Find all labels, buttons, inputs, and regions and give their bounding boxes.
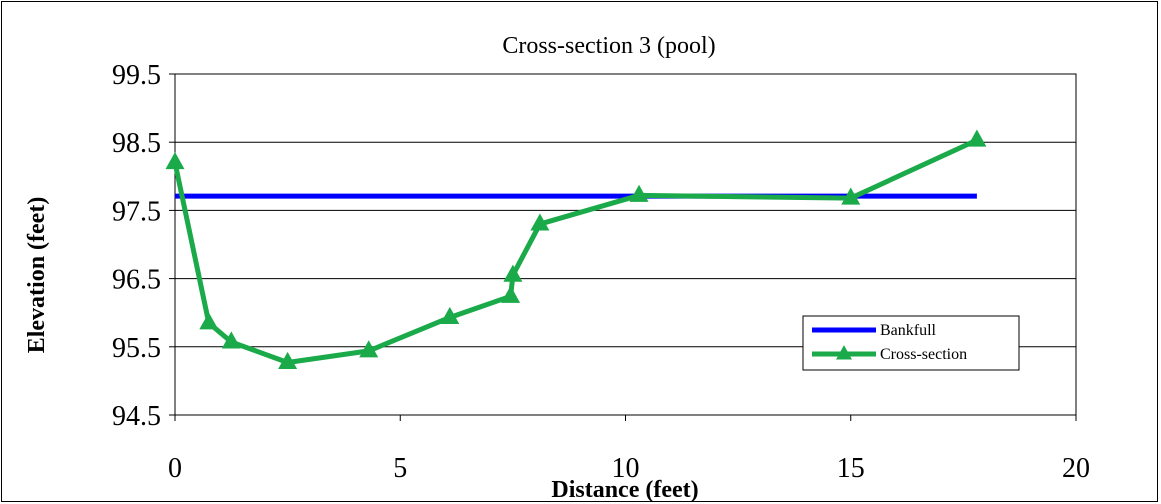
data-point (221, 331, 241, 349)
legend-marker (836, 345, 852, 360)
x-tick-label: 5 (393, 453, 407, 484)
x-tick-label: 20 (1062, 453, 1090, 484)
data-point (359, 340, 379, 358)
x-tick-label: 0 (168, 453, 182, 484)
y-tick-label: 98.5 (112, 128, 161, 159)
legend-box (802, 315, 1020, 371)
legend-label: Bankfull (880, 322, 937, 339)
x-tick-label: 15 (837, 453, 865, 484)
y-axis-title: Elevation (feet) (24, 197, 50, 354)
y-axis-ticks: 99.5 98.5 97.5 96.5 95.5 94.5 (112, 60, 175, 432)
data-point (530, 213, 550, 231)
series-layer (165, 129, 987, 369)
series-cross-section (165, 129, 987, 369)
data-point (165, 152, 185, 170)
legend-label: Cross-section (880, 346, 967, 363)
data-point (629, 184, 649, 202)
data-point (199, 312, 219, 330)
legend-items: Bankfull Cross-section (812, 322, 967, 363)
chart-title: Cross-section 3 (pool) (502, 33, 715, 59)
data-point (440, 306, 460, 324)
y-tick-label: 99.5 (112, 60, 161, 91)
x-tick-label: 10 (612, 453, 640, 484)
data-point (503, 264, 523, 282)
y-tick-label: 95.5 (112, 333, 161, 364)
legend: Bankfull Cross-section (802, 315, 1020, 371)
data-point (841, 187, 861, 205)
y-tick-label: 96.5 (112, 265, 161, 296)
data-point (967, 129, 987, 147)
x-axis-title: Distance (feet) (551, 477, 698, 503)
y-tick-label: 97.5 (112, 196, 161, 227)
data-point (501, 285, 521, 303)
x-axis-ticks: 0 5 10 15 20 (168, 415, 1090, 484)
y-tick-label: 94.5 (112, 401, 161, 432)
data-point (278, 351, 298, 369)
